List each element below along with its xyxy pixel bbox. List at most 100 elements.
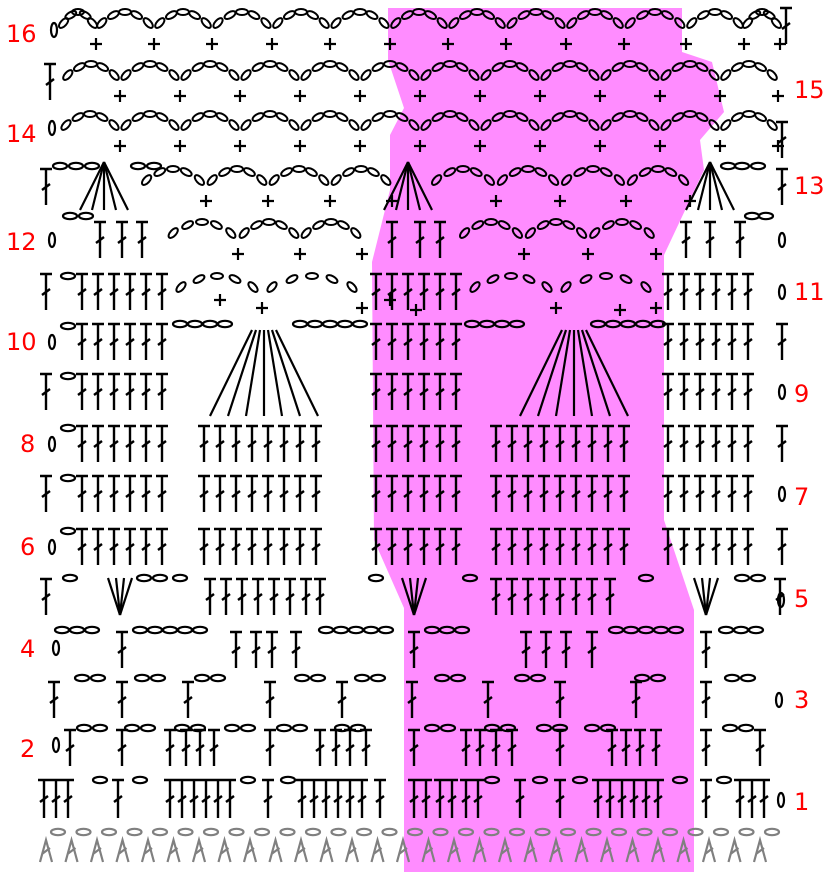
dc-stitch bbox=[434, 424, 446, 462]
dc-stitch bbox=[76, 322, 88, 360]
dc-stitch bbox=[618, 474, 630, 512]
dc-stitch bbox=[402, 272, 414, 310]
dc-stitch bbox=[776, 527, 788, 565]
chain-arch bbox=[534, 167, 548, 177]
dc-stitch bbox=[408, 630, 420, 668]
foundation-stitch bbox=[38, 835, 54, 863]
dc-stitch bbox=[40, 372, 52, 410]
dc-stitch bbox=[386, 474, 398, 512]
chain-stitch bbox=[279, 827, 296, 837]
dc-stitch bbox=[592, 778, 604, 818]
chain-arch bbox=[408, 119, 420, 131]
chain-stitch bbox=[349, 723, 367, 733]
dc-stitch bbox=[310, 527, 322, 565]
fan-stitch bbox=[106, 577, 122, 616]
chain-arch bbox=[480, 69, 492, 81]
chain-stitch bbox=[291, 723, 309, 733]
chain-arch bbox=[72, 62, 86, 72]
dc-stitch bbox=[188, 778, 200, 818]
chain-arch bbox=[64, 10, 78, 20]
dc-stitch bbox=[230, 474, 242, 512]
dc-stitch bbox=[554, 424, 566, 462]
chain-arch bbox=[195, 218, 209, 226]
chain-arch bbox=[263, 60, 277, 68]
sc-stitch bbox=[234, 140, 246, 152]
chain-stitch bbox=[723, 673, 741, 683]
dc-stitch bbox=[418, 424, 430, 462]
chain-arch bbox=[268, 174, 280, 186]
chain-arch bbox=[635, 112, 649, 122]
chain-stitch bbox=[173, 723, 191, 733]
chain-arch bbox=[166, 165, 180, 173]
dc-stitch bbox=[490, 527, 502, 565]
foundation-stitch bbox=[166, 835, 181, 863]
sc-stitch bbox=[294, 140, 306, 152]
chain-stitch bbox=[145, 161, 163, 171]
chain-arch bbox=[448, 17, 460, 29]
chain-stitch bbox=[423, 723, 441, 733]
chain-arch bbox=[275, 62, 289, 72]
dc-stitch bbox=[44, 62, 56, 100]
chain-arch bbox=[732, 17, 744, 29]
dc-stitch bbox=[460, 778, 472, 818]
sc-stitch bbox=[772, 90, 784, 102]
chain-arch bbox=[215, 62, 229, 72]
dc-stitch bbox=[124, 474, 136, 512]
chain-arch bbox=[483, 174, 496, 186]
dc-stitch bbox=[294, 474, 306, 512]
chain-arch bbox=[613, 174, 626, 186]
fan-stitch bbox=[580, 329, 612, 417]
chain-arch bbox=[200, 17, 212, 29]
dc-stitch bbox=[408, 778, 420, 818]
chain-arch bbox=[203, 110, 217, 118]
fan-stitch bbox=[209, 329, 253, 417]
chain-stitch bbox=[743, 211, 761, 221]
sc-stitch bbox=[534, 140, 546, 152]
chain-arch bbox=[84, 60, 98, 68]
chain-stitch bbox=[377, 625, 395, 635]
sc-stitch bbox=[356, 248, 368, 260]
foundation-stitch bbox=[293, 835, 309, 863]
turning-chain bbox=[777, 383, 787, 401]
chain-stitch bbox=[369, 673, 387, 683]
sc-stitch bbox=[294, 248, 306, 260]
chain-stitch bbox=[223, 723, 241, 733]
dc-stitch bbox=[514, 778, 526, 818]
dc-stitch bbox=[434, 527, 446, 565]
dc-stitch bbox=[450, 527, 462, 565]
dc-stitch bbox=[40, 577, 52, 615]
chain-arch bbox=[108, 69, 120, 81]
dc-stitch bbox=[236, 577, 248, 615]
chain-stitch bbox=[571, 775, 589, 785]
fan-stitch bbox=[275, 329, 319, 417]
dc-stitch bbox=[694, 527, 706, 565]
chain-stitch bbox=[61, 573, 79, 583]
sc-stitch bbox=[594, 140, 606, 152]
chain-arch bbox=[305, 272, 319, 280]
chain-arch bbox=[720, 10, 734, 20]
chain-arch bbox=[469, 167, 483, 177]
chain-stitch bbox=[599, 723, 617, 733]
chain-arch bbox=[192, 274, 206, 284]
dc-stitch bbox=[602, 527, 614, 565]
dc-stitch bbox=[726, 372, 738, 410]
chain-arch bbox=[250, 220, 264, 230]
dc-stitch bbox=[310, 424, 322, 462]
dc-stitch bbox=[140, 272, 152, 310]
dc-stitch bbox=[108, 474, 120, 512]
dc-stitch bbox=[726, 322, 738, 360]
dc-stitch bbox=[230, 630, 242, 668]
dc-stitch bbox=[108, 322, 120, 360]
dc-stitch bbox=[344, 728, 356, 766]
dc-stitch bbox=[300, 577, 312, 615]
chain-arch bbox=[130, 10, 144, 20]
chain-stitch bbox=[131, 625, 149, 635]
foundation-stitch bbox=[497, 835, 513, 863]
chain-arch bbox=[228, 274, 242, 284]
dc-stitch bbox=[726, 272, 738, 310]
dc-stitch bbox=[140, 527, 152, 565]
chain-stitch bbox=[737, 723, 755, 733]
chain-arch bbox=[179, 167, 193, 177]
dc-stitch bbox=[164, 728, 176, 766]
dc-stitch bbox=[108, 424, 120, 462]
